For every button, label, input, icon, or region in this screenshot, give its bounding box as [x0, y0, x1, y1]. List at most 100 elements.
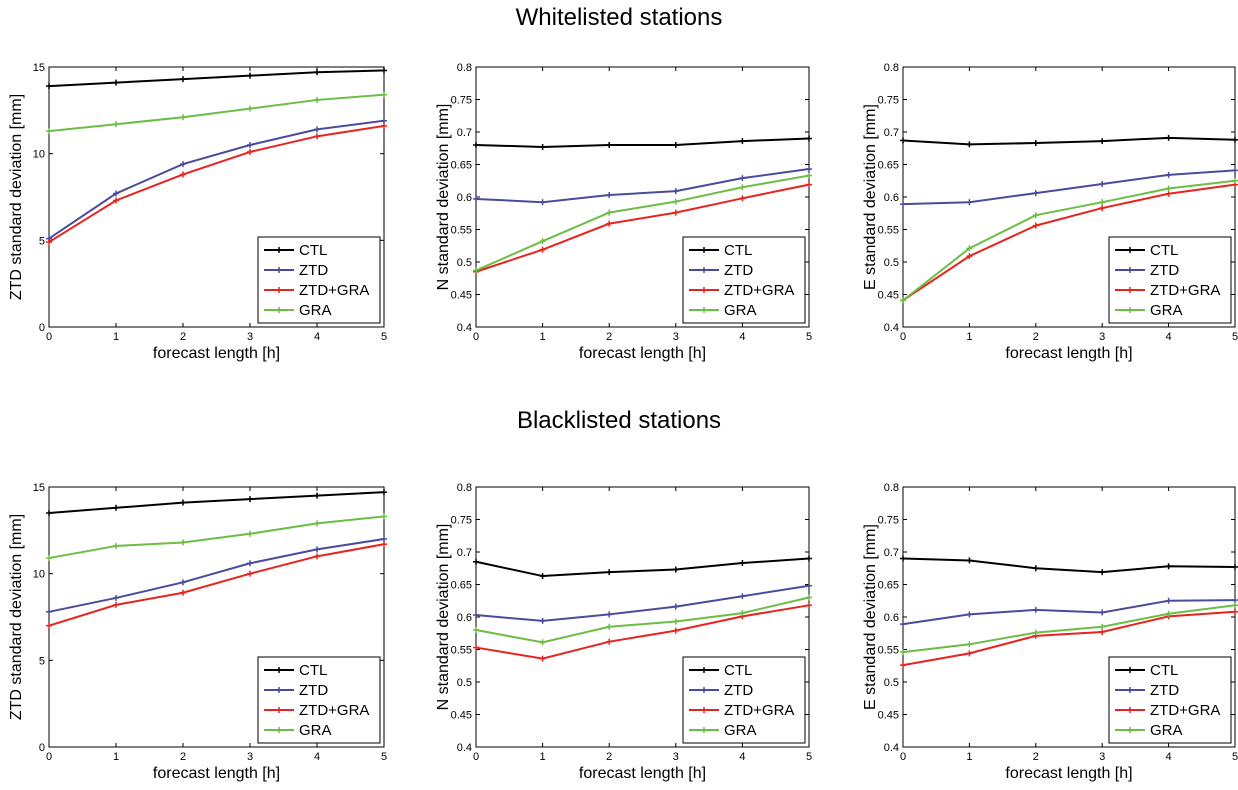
data-point: [539, 246, 546, 253]
data-point: [1232, 602, 1238, 609]
data-point: [1232, 563, 1238, 570]
data-point: [46, 83, 52, 90]
legend-label: ZTD: [299, 682, 328, 699]
data-point: [966, 557, 973, 564]
legend-item: CTL: [689, 242, 752, 259]
legend-label: ZTD+GRA: [299, 702, 369, 719]
series-line: [48, 543, 385, 627]
legend-label: GRA: [1150, 722, 1183, 739]
legend-label: CTL: [299, 242, 327, 259]
data-point: [966, 253, 973, 260]
series-line: [902, 610, 1236, 667]
x-axis-label: forecast length [h]: [579, 345, 706, 362]
data-point: [381, 541, 387, 548]
legend-label: CTL: [1150, 242, 1178, 259]
data-point: [739, 560, 746, 567]
legend-label: ZTD: [1150, 262, 1179, 279]
data-point: [900, 555, 906, 562]
series-ctl: [473, 135, 812, 150]
data-point: [739, 175, 746, 182]
data-point: [180, 589, 186, 596]
data-point: [113, 601, 119, 608]
data-point: [1165, 610, 1172, 617]
x-tick-label: 0: [46, 331, 52, 343]
legend: CTL ZTD ZTD+GRA GRA: [682, 236, 806, 324]
legend-item: ZTD+GRA: [264, 702, 369, 719]
data-point: [1165, 563, 1172, 570]
data-point: [1165, 597, 1172, 604]
data-point: [1099, 199, 1106, 206]
x-tick-label: 0: [46, 751, 52, 763]
data-point: [1099, 138, 1106, 145]
series-ztd-gra: [46, 541, 387, 629]
x-tick-label: 1: [113, 331, 119, 343]
y-tick-label: 0.6: [884, 612, 899, 624]
chart-panel-2: 0 1 2 3 4 5 0.4 0.45 0.5 0.55 0.6 0.65 0.7 0.75 0.8 for…: [435, 62, 812, 362]
y-tick-label: 0.55: [451, 645, 472, 657]
legend-label: ZTD+GRA: [724, 702, 794, 719]
y-tick-label: 0.65: [878, 580, 899, 592]
series-ztd: [900, 597, 1238, 628]
data-point: [1165, 134, 1172, 141]
x-tick-label: 1: [113, 751, 119, 763]
series-line: [48, 119, 385, 240]
series-line: [48, 515, 385, 560]
data-point: [247, 148, 253, 155]
data-point: [900, 201, 906, 208]
data-point: [46, 128, 52, 135]
legend-label: ZTD: [724, 682, 753, 699]
legend-item: GRA: [264, 722, 332, 739]
data-point: [539, 238, 546, 245]
legend-label: CTL: [1150, 662, 1178, 679]
y-tick-label: 0.4: [884, 742, 899, 754]
series-ztd-gra: [473, 181, 812, 275]
y-tick-label: 0: [39, 742, 45, 754]
data-point: [381, 513, 387, 520]
x-tick-label: 5: [1232, 331, 1238, 343]
chart-panel-4: 0 1 2 3 4 5 0 5 10 15 forecast length [h] ZTD stand…: [8, 482, 387, 782]
data-point: [606, 209, 613, 216]
x-tick-label: 1: [540, 751, 546, 763]
y-tick-label: 0.4: [457, 742, 472, 754]
data-point: [314, 96, 320, 103]
data-point: [672, 566, 679, 573]
legend: CTL ZTD ZTD+GRA GRA: [257, 656, 381, 744]
x-tick-label: 2: [180, 751, 186, 763]
y-tick-label: 0.8: [884, 482, 899, 494]
data-point: [314, 520, 320, 527]
x-tick-label: 3: [1099, 331, 1105, 343]
y-tick-label: 0.75: [451, 95, 472, 107]
x-tick-label: 4: [314, 751, 320, 763]
x-tick-label: 0: [473, 751, 479, 763]
data-point: [806, 594, 812, 601]
legend-label: GRA: [299, 302, 332, 319]
y-tick-label: 0.5: [457, 257, 472, 269]
data-point: [247, 496, 253, 503]
y-tick-label: 0.5: [884, 677, 899, 689]
legend-item: ZTD+GRA: [264, 282, 369, 299]
legend-label: CTL: [724, 662, 752, 679]
x-tick-label: 5: [806, 331, 812, 343]
data-point: [113, 190, 119, 197]
x-tick-label: 4: [1166, 751, 1172, 763]
y-tick-label: 0.8: [457, 62, 472, 74]
y-tick-label: 0.45: [451, 290, 472, 302]
series-ztd-gra: [473, 602, 812, 662]
legend-label: GRA: [724, 302, 757, 319]
series-ztd: [46, 536, 387, 615]
legend-label: ZTD+GRA: [1150, 702, 1220, 719]
legend-item: ZTD: [264, 682, 328, 699]
data-point: [381, 117, 387, 124]
y-tick-label: 0.65: [451, 160, 472, 172]
data-point: [1232, 177, 1238, 184]
data-point: [381, 67, 387, 74]
data-point: [1032, 140, 1039, 147]
legend: CTL ZTD ZTD+GRA GRA: [1108, 656, 1232, 744]
series-line: [902, 183, 1236, 302]
x-tick-label: 1: [966, 331, 972, 343]
series-line: [475, 174, 810, 272]
chart-panel-1: 0 1 2 3 4 5 0 5 10 15 forecast length [h] ZTD stand…: [8, 62, 387, 362]
x-tick-label: 1: [540, 331, 546, 343]
series-line: [475, 168, 810, 204]
legend-item: GRA: [264, 302, 332, 319]
